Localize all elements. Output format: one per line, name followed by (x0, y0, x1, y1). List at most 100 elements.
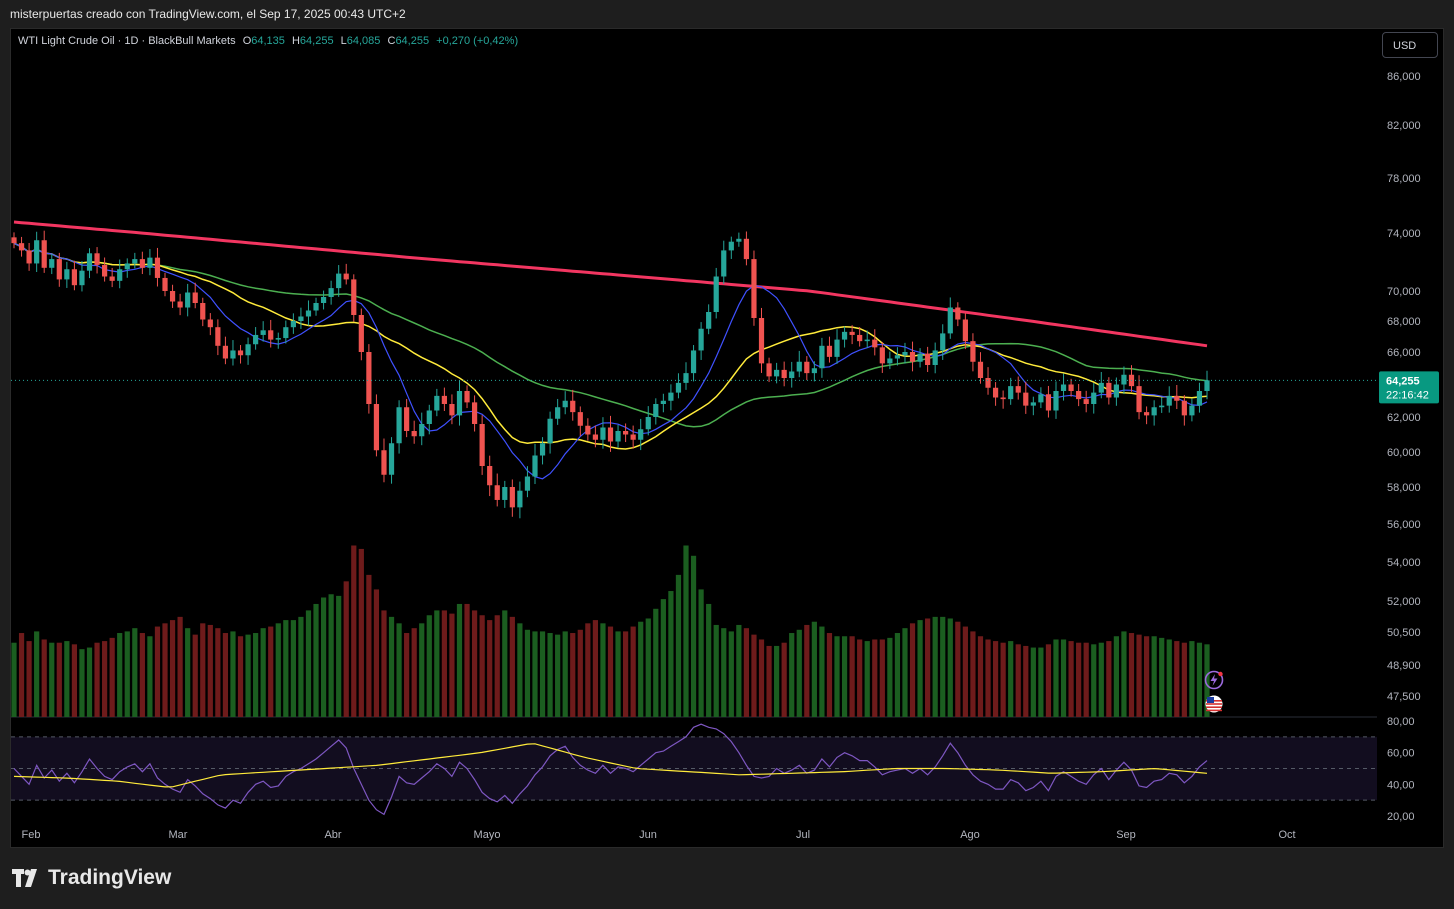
candle-body (426, 410, 432, 424)
candle-body (230, 350, 236, 359)
price-axis-tick: 78,000 (1387, 173, 1421, 185)
volume-bar (766, 645, 772, 717)
volume-bar (811, 621, 817, 717)
candle-body (909, 352, 916, 362)
candle-body (411, 431, 417, 437)
candle-body (18, 243, 25, 251)
volume-bar (132, 628, 138, 717)
volume-bar (1091, 644, 1097, 717)
volume-bar (547, 633, 553, 717)
volume-bar (992, 641, 999, 717)
change-value: +0,270 (+0,42%) (436, 35, 519, 47)
price-axis-tick: 47,500 (1387, 691, 1421, 703)
time-axis-label: Sep (1116, 829, 1136, 841)
volume-bar (162, 623, 168, 717)
volume-bar (713, 624, 719, 717)
candle-body (509, 487, 515, 508)
volume-bar (49, 642, 55, 717)
symbol-legend[interactable]: WTI Light Crude Oil · 1D · BlackBull Mar… (18, 35, 522, 47)
volume-bar (781, 642, 787, 717)
price-axis-tick: 48,900 (1387, 660, 1421, 672)
candle-body (1196, 391, 1203, 406)
candle-body (834, 339, 840, 357)
candle-body (758, 318, 765, 364)
candle-body (237, 350, 244, 356)
candle-body (690, 350, 697, 374)
volume-bar (1008, 641, 1014, 717)
volume-bar (962, 626, 968, 717)
brand-footer[interactable]: TradingView (12, 866, 171, 890)
volume-bar (260, 628, 266, 717)
ma200-line (13, 220, 1208, 348)
candle-body (449, 404, 455, 416)
lightning-icon[interactable] (1204, 670, 1224, 690)
volume-bar (305, 610, 312, 717)
candle-body (1015, 386, 1021, 393)
candle-body (925, 353, 931, 365)
symbol-title[interactable]: WTI Light Crude Oil · 1D · BlackBull Mar… (18, 35, 236, 47)
volume-bar (539, 631, 546, 717)
volume-bar (1083, 642, 1089, 717)
candle-body (124, 263, 130, 270)
candle-body (502, 487, 508, 500)
candle-body (275, 338, 281, 340)
candle-body (555, 407, 561, 419)
rsi-axis-tick: 20,00 (1387, 811, 1415, 823)
volume-bar (336, 595, 342, 717)
volume-bar (1151, 636, 1157, 717)
rsi-line (13, 723, 1208, 816)
candle-body (1143, 412, 1150, 416)
volume-bar (86, 647, 93, 717)
candle-body (607, 427, 614, 442)
rsi-axis-tick: 60,00 (1387, 748, 1415, 760)
volume-bar (690, 555, 697, 717)
volume-bar (985, 639, 991, 717)
candle-body (79, 270, 85, 286)
volume-bar (660, 599, 666, 717)
candle-body (268, 330, 274, 340)
volume-bar (245, 634, 251, 717)
volume-bar (1204, 644, 1210, 717)
candle-body (328, 288, 334, 297)
candle-body (169, 291, 176, 302)
candle-body (404, 407, 410, 431)
top-bar: misterpuertas creado con TradingView.com… (0, 0, 1454, 28)
volume-bar (426, 615, 432, 717)
volume-bar (139, 633, 145, 717)
volume-bar (479, 615, 485, 717)
candle-body (539, 443, 546, 456)
candle-body (517, 490, 523, 508)
volume-bar (879, 639, 885, 717)
volume-bar (743, 628, 750, 717)
currency-button[interactable]: USD (1382, 32, 1438, 58)
candle-body (894, 355, 901, 359)
candle-body (305, 310, 312, 317)
volume-bar (532, 631, 538, 717)
volume-bar (94, 642, 100, 717)
candle-body (1166, 395, 1172, 406)
volume-bar (343, 581, 349, 717)
volume-bar (925, 618, 931, 717)
candle-body (434, 395, 440, 411)
candle-body (222, 345, 229, 359)
volume-bar (1045, 644, 1052, 717)
volume-bar (1053, 639, 1059, 717)
volume-bar (834, 636, 840, 717)
time-axis-label: Feb (22, 829, 41, 841)
candle-body (630, 434, 636, 440)
volume-bar (366, 574, 372, 717)
price-axis-tick: 54,000 (1387, 557, 1421, 569)
candle-body (94, 253, 100, 265)
candle-body (245, 344, 251, 356)
volume-bar (698, 589, 704, 717)
volume-bar (562, 631, 568, 717)
candle-body (804, 361, 810, 374)
candle-body (464, 391, 470, 403)
candle-body (902, 352, 908, 356)
candle-body (932, 350, 938, 365)
volume-bar (373, 589, 380, 717)
candle-body (1091, 392, 1097, 404)
candle-body (162, 277, 168, 291)
volume-bar (26, 641, 32, 717)
